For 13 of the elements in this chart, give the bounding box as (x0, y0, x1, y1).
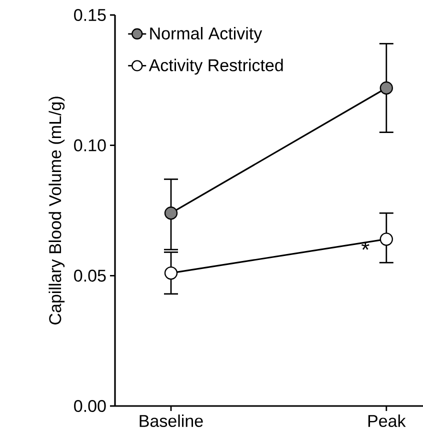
legend-label: Activity Restricted (148, 58, 283, 75)
point (380, 232, 393, 246)
point (164, 266, 178, 280)
y-tick-label: 0.10 (74, 139, 106, 152)
y-axis-title: Capillary Blood Volume (mL/g) (48, 96, 65, 324)
y-tick-label: 0.05 (74, 270, 106, 282)
x-tick-label: Peak (368, 414, 406, 428)
point (380, 81, 393, 95)
y-tick-label: 0.00 (74, 400, 106, 412)
x-tick-label: Baseline (140, 414, 203, 428)
legend-label: Normal Activity (150, 27, 262, 43)
y-tick-label: 0.15 (74, 8, 106, 22)
point (164, 206, 178, 220)
